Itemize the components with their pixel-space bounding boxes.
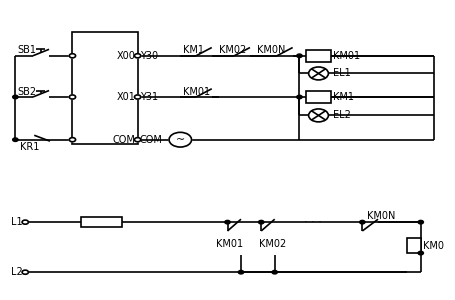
Text: Y30: Y30 (140, 51, 158, 61)
Circle shape (69, 54, 76, 58)
Circle shape (69, 95, 76, 99)
Circle shape (69, 138, 76, 142)
Text: X01: X01 (116, 92, 136, 102)
Text: ~: ~ (176, 135, 185, 145)
Circle shape (22, 270, 28, 274)
Text: KM1: KM1 (182, 46, 203, 56)
Circle shape (418, 251, 424, 255)
Circle shape (135, 54, 141, 58)
Text: KM01: KM01 (216, 239, 243, 249)
Text: KM01: KM01 (182, 87, 210, 97)
Circle shape (297, 95, 302, 99)
Text: SB2: SB2 (17, 87, 36, 97)
Text: L2: L2 (11, 267, 23, 277)
Bar (306, 50, 331, 62)
Circle shape (22, 220, 28, 224)
Text: SB1: SB1 (17, 46, 36, 56)
Circle shape (418, 220, 424, 224)
Bar (306, 91, 331, 103)
Text: KM02: KM02 (218, 46, 246, 56)
Circle shape (135, 138, 141, 142)
Text: X00: X00 (116, 51, 136, 61)
Circle shape (238, 270, 244, 274)
Text: KM02: KM02 (259, 239, 286, 249)
Circle shape (169, 132, 192, 147)
Circle shape (258, 220, 264, 224)
Text: L1: L1 (11, 217, 23, 227)
Text: KM01: KM01 (333, 51, 360, 61)
Text: COM: COM (140, 135, 163, 145)
Text: EL1: EL1 (333, 68, 351, 78)
Text: KM0N: KM0N (257, 46, 285, 56)
Text: KM0: KM0 (423, 241, 444, 251)
Circle shape (297, 54, 302, 58)
Text: . . .: . . . (304, 214, 322, 224)
Text: Y31: Y31 (140, 92, 158, 102)
Text: EL2: EL2 (333, 110, 351, 120)
Text: KM1: KM1 (333, 92, 354, 102)
Text: KR1: KR1 (20, 142, 39, 152)
Text: KM0N: KM0N (367, 211, 395, 221)
Circle shape (272, 270, 278, 274)
Circle shape (308, 67, 329, 80)
Bar (81, 217, 122, 227)
Bar (72, 32, 137, 144)
Bar (407, 238, 421, 253)
Circle shape (225, 220, 230, 224)
Text: COM: COM (112, 135, 136, 145)
Circle shape (13, 95, 18, 99)
Circle shape (359, 220, 365, 224)
Circle shape (135, 95, 141, 99)
Circle shape (308, 109, 329, 122)
Circle shape (13, 138, 18, 142)
